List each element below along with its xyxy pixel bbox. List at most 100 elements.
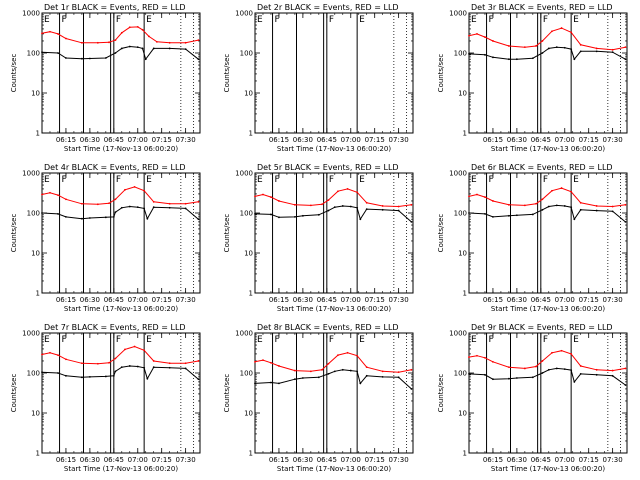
series-events-point: [381, 375, 384, 378]
series-events-point: [143, 366, 146, 369]
series-lld-point: [41, 32, 43, 35]
y-tick-label: 10: [31, 250, 40, 258]
x-tick-label: 06:15: [269, 456, 289, 464]
y-tick-label: 1000: [449, 170, 467, 178]
y-tick-label: 1: [36, 130, 40, 138]
series-lld-point: [124, 188, 126, 191]
series-lld-point: [124, 348, 126, 351]
panel-6: Det 6r BLACK = Events, RED = LLD 1 10 100 10…: [437, 163, 628, 313]
series-events-point: [611, 374, 614, 377]
series-events-point: [128, 205, 131, 208]
segment-flag-label: F: [543, 335, 548, 345]
series-lld-point: [128, 26, 131, 29]
series-events-point: [136, 365, 139, 368]
series-events-point: [80, 217, 83, 220]
y-tick-label: 10: [31, 410, 40, 418]
x-tick-label: 07:00: [555, 136, 575, 144]
series-events-point: [507, 377, 510, 380]
series-lld-point: [595, 368, 598, 371]
segment-flag-label: E: [573, 175, 579, 185]
series-events-point: [57, 372, 59, 374]
x-tick-label: 06:45: [104, 296, 124, 304]
series-lld-point: [57, 33, 59, 35]
series-events-point: [197, 58, 200, 61]
series-events-point: [570, 48, 573, 51]
segment-flag-label: F: [489, 175, 494, 185]
segment-flag-label: F: [62, 175, 67, 185]
x-tick-label: 06:15: [269, 296, 289, 304]
y-tick-label: 100: [27, 50, 40, 58]
series-events-point: [570, 369, 573, 372]
series-events-point: [168, 47, 171, 50]
series-events-point: [114, 370, 117, 373]
segment-flag-label: E: [257, 335, 263, 345]
segment-flag-label: F: [62, 15, 67, 25]
series-lld-point: [321, 368, 323, 371]
series-events-point: [41, 51, 43, 54]
series-events-line: [468, 367, 626, 386]
panel-9: Det 9r BLACK = Events, RED = LLD 1 10 100 10…: [437, 323, 628, 473]
series-lld-point: [114, 39, 117, 42]
segment-flag-label: F: [62, 335, 67, 345]
y-tick-label: 10: [458, 90, 467, 98]
x-tick-label: 06:45: [531, 136, 551, 144]
series-lld-point: [120, 31, 123, 34]
segment-flag-label: E: [146, 15, 152, 25]
series-events-point: [143, 207, 146, 210]
plot-frame: [41, 12, 201, 134]
segment-flag-label: F: [489, 15, 494, 25]
series-events-point: [507, 58, 510, 61]
series-lld-point: [560, 349, 563, 352]
panel-title: Det 8r BLACK = Events, RED = LLD: [257, 323, 399, 332]
series-events-point: [120, 47, 123, 50]
y-tick-label: 1: [249, 450, 253, 458]
segment-flag-label: F: [329, 335, 334, 345]
x-tick-label: 06:30: [293, 136, 313, 144]
series-lld-point: [96, 203, 99, 206]
x-axis-label: Start Time (17-Nov-13 06:00:20): [277, 465, 391, 473]
series-lld-point: [321, 203, 323, 206]
series-events-point: [541, 52, 544, 54]
panel-title: Det 2r BLACK = Events, RED = LLD: [257, 3, 399, 12]
series-lld-point: [293, 369, 296, 372]
segment-flag-label: F: [329, 15, 334, 25]
x-tick-label: 06:45: [104, 136, 124, 144]
series-lld-point: [523, 367, 526, 370]
series-events-point: [397, 376, 400, 379]
series-events-point: [515, 377, 518, 379]
series-events-point: [595, 50, 598, 53]
series-lld-point: [254, 195, 256, 198]
series-events-point: [624, 58, 627, 61]
series-lld-point: [262, 193, 264, 196]
segment-flag-label: F: [329, 175, 334, 185]
series-lld-point: [168, 202, 171, 205]
y-tick-label: 1: [463, 130, 467, 138]
panel-title: Det 9r BLACK = Events, RED = LLD: [471, 323, 613, 332]
y-tick-label: 10: [458, 410, 467, 418]
x-tick-label: 06:45: [317, 296, 337, 304]
series-lld-point: [270, 361, 272, 364]
series-events-point: [65, 215, 67, 218]
x-tick-label: 07:15: [579, 136, 599, 144]
series-events-point: [365, 374, 368, 377]
series-events-point: [270, 381, 272, 384]
series-events-point: [114, 211, 117, 214]
series-events-point: [254, 382, 256, 385]
series-events-point: [492, 215, 494, 218]
series-lld-point: [327, 362, 330, 365]
x-tick-label: 06:15: [483, 456, 503, 464]
segment-flag-label: E: [471, 335, 477, 345]
y-tick-label: 1000: [449, 330, 467, 338]
series-lld-point: [484, 196, 486, 198]
series-events-point: [128, 45, 131, 48]
series-events-point: [541, 372, 544, 374]
y-tick-label: 10: [31, 90, 40, 98]
series-events-point: [197, 218, 200, 221]
x-tick-label: 07:15: [152, 136, 172, 144]
series-events-line: [41, 45, 199, 61]
series-events-point: [65, 57, 67, 59]
y-axis-label: Counts/sec: [223, 54, 231, 93]
x-tick-label: 07:15: [579, 456, 599, 464]
series-lld-point: [108, 202, 110, 205]
series-events-point: [410, 388, 413, 390]
